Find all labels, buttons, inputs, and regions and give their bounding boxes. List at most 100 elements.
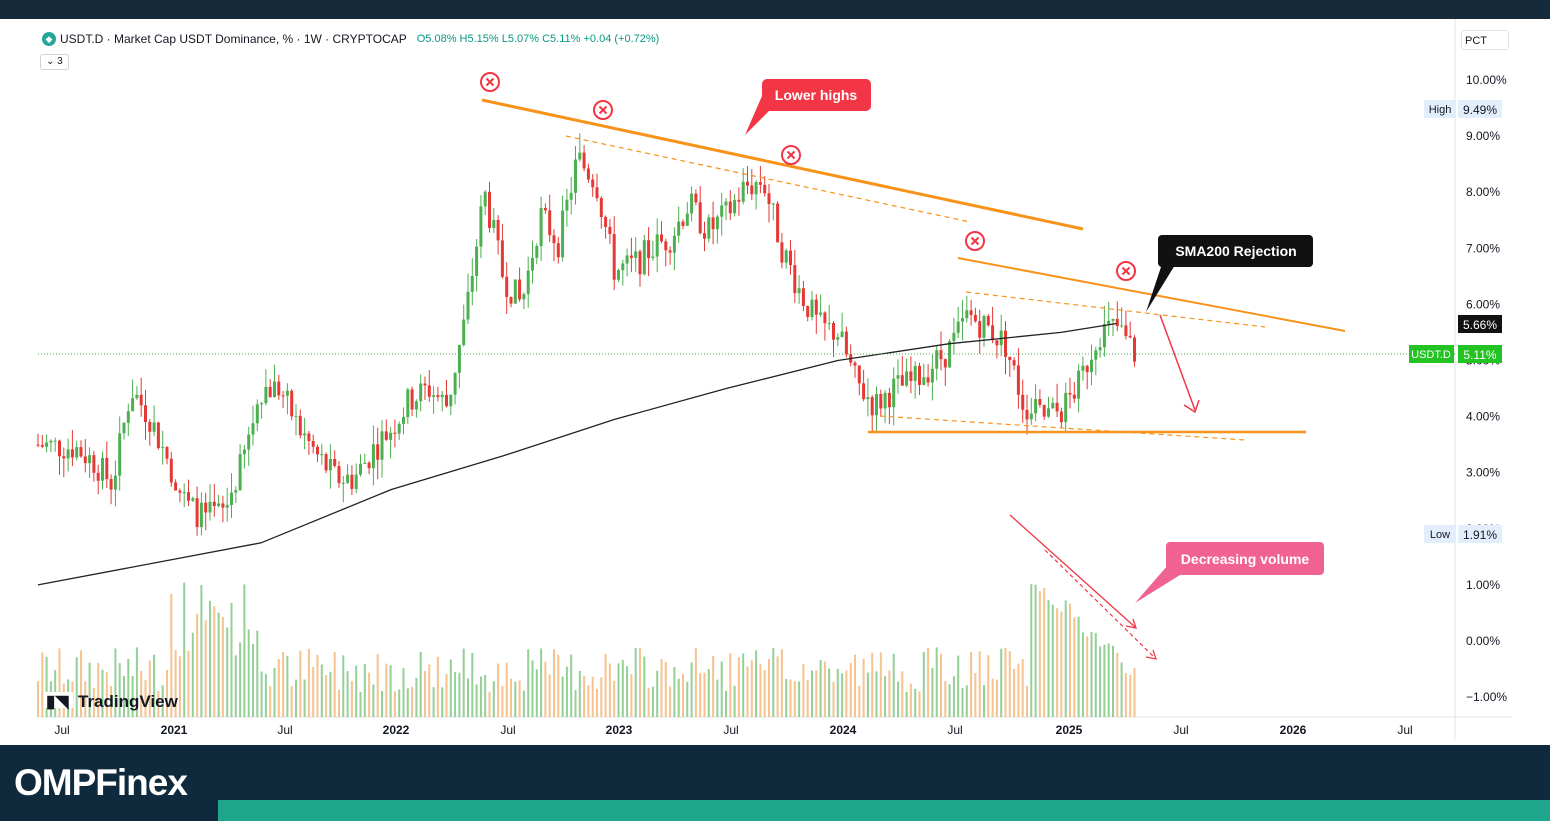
volume-bar bbox=[316, 654, 319, 717]
volume-bar bbox=[677, 678, 680, 717]
volume-bar bbox=[41, 652, 44, 717]
candle-body bbox=[1111, 318, 1115, 321]
candle-body bbox=[238, 454, 242, 491]
candle-body bbox=[303, 433, 307, 436]
volume-bar bbox=[217, 612, 220, 717]
x-tick-label: 2024 bbox=[830, 723, 857, 737]
volume-bar bbox=[862, 658, 865, 717]
candle-body bbox=[943, 359, 947, 368]
candle-body bbox=[801, 288, 805, 307]
projection-arrow-line bbox=[1159, 314, 1196, 411]
candle-body bbox=[711, 217, 715, 230]
volume-bar bbox=[200, 585, 203, 717]
candle-body bbox=[973, 314, 977, 322]
volume-bar bbox=[88, 662, 91, 717]
volume-bar bbox=[1124, 672, 1127, 717]
volume-bar bbox=[613, 680, 616, 717]
volume-bar bbox=[320, 664, 323, 717]
volume-bar bbox=[725, 690, 727, 717]
candle-body bbox=[109, 479, 113, 490]
svg-text:Low: Low bbox=[1430, 529, 1450, 541]
candle-body bbox=[475, 246, 479, 276]
x-tick-label: Jul bbox=[723, 723, 738, 737]
ohlc-values: O5.08% H5.15% L5.07% C5.11% +0.04 (+0.72… bbox=[416, 33, 660, 45]
candle-body bbox=[165, 447, 169, 459]
volume-bar bbox=[879, 652, 882, 717]
y-tick-label: −1.00% bbox=[1466, 690, 1507, 704]
chart-area[interactable]: ◆ USDT.D · Market Cap USDT Dominance, % … bbox=[0, 19, 1550, 745]
candle-body bbox=[913, 365, 917, 381]
candle-body bbox=[720, 205, 724, 217]
candle-body bbox=[556, 243, 560, 258]
candle-body bbox=[457, 344, 461, 373]
candle-body bbox=[703, 233, 706, 239]
candle-body bbox=[677, 221, 681, 236]
volume-bar bbox=[583, 675, 586, 717]
candle-body bbox=[66, 449, 70, 459]
volume-bar bbox=[376, 653, 379, 717]
y-tick-label: 8.00% bbox=[1466, 185, 1500, 199]
candle-body bbox=[36, 444, 40, 446]
volume-bar bbox=[660, 659, 663, 717]
y-tick-label: 9.00% bbox=[1466, 129, 1500, 143]
volume-bar bbox=[239, 642, 242, 717]
low-tag: Low 1.91% bbox=[1424, 525, 1502, 543]
volume-bar bbox=[92, 687, 95, 717]
volume-bar bbox=[101, 669, 104, 717]
symbol-header[interactable]: ◆ USDT.D · Market Cap USDT Dominance, % … bbox=[42, 32, 659, 46]
volume-bar bbox=[522, 690, 525, 717]
candle-body bbox=[548, 210, 552, 236]
candle-body bbox=[1064, 392, 1068, 423]
candle-body bbox=[625, 255, 629, 264]
candle-body bbox=[1098, 347, 1102, 351]
volume-bar bbox=[565, 666, 568, 717]
scale-mode-button[interactable]: PCT bbox=[1461, 30, 1509, 50]
candle-body bbox=[118, 433, 122, 476]
volume-bar bbox=[97, 662, 100, 717]
volume-dashed-arrow bbox=[1044, 549, 1156, 659]
volume-bar bbox=[471, 652, 474, 717]
volume-bar bbox=[927, 647, 930, 717]
candle-body bbox=[707, 217, 711, 239]
volume-bar bbox=[1021, 659, 1024, 717]
volume-bar bbox=[295, 679, 297, 717]
volume-bar bbox=[1077, 616, 1080, 717]
candle-body bbox=[948, 341, 952, 368]
volume-bar bbox=[596, 688, 598, 717]
indicators-toggle[interactable]: ⌄ 3 bbox=[40, 54, 69, 70]
volume-bar bbox=[1090, 632, 1093, 717]
candle-body bbox=[1133, 337, 1136, 362]
candle-body bbox=[307, 433, 311, 442]
current-price-tag: USDT.D 5.11% bbox=[1409, 345, 1502, 363]
candle-body bbox=[49, 440, 53, 443]
candle-body bbox=[169, 458, 173, 483]
volume-bar bbox=[806, 679, 809, 717]
volume-bar bbox=[170, 593, 173, 717]
volume-bar bbox=[630, 674, 633, 717]
candle-body bbox=[178, 490, 182, 493]
candle-body bbox=[260, 403, 264, 405]
volume-bar bbox=[467, 678, 469, 717]
volume-bar bbox=[333, 652, 336, 717]
candle-body bbox=[242, 449, 246, 455]
candle-body bbox=[298, 415, 302, 436]
volume-bar bbox=[763, 670, 766, 717]
candle-body bbox=[1085, 365, 1089, 373]
volume-bar bbox=[987, 655, 990, 717]
candle-body bbox=[1016, 365, 1020, 395]
volume-bar bbox=[553, 649, 555, 717]
candle-body bbox=[234, 490, 238, 493]
rejection-x-icon bbox=[781, 145, 801, 165]
candle-body bbox=[453, 372, 457, 395]
volume-bar bbox=[1060, 611, 1063, 717]
volume-bar bbox=[793, 681, 796, 717]
candle-body bbox=[617, 270, 620, 280]
candle-body bbox=[1055, 402, 1059, 412]
volume-bar bbox=[273, 667, 276, 717]
volume-bar bbox=[608, 663, 611, 717]
volume-bar bbox=[1094, 632, 1097, 717]
x-tick-label: 2025 bbox=[1056, 723, 1083, 737]
candle-body bbox=[1029, 413, 1033, 420]
candle-body bbox=[423, 383, 427, 386]
candle-body bbox=[217, 503, 221, 507]
